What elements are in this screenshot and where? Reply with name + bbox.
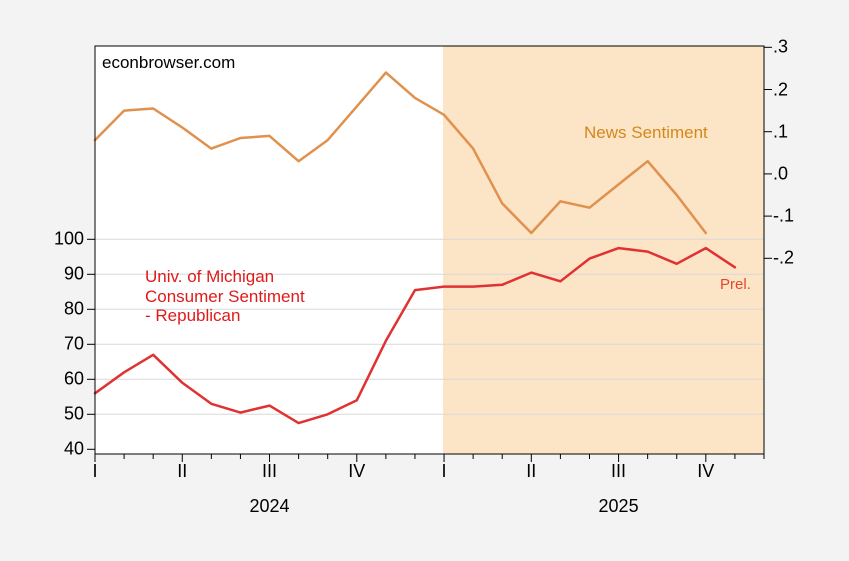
right-axis-tick-label: .2 bbox=[773, 79, 789, 99]
watermark-text: econbrowser.com bbox=[102, 53, 236, 72]
x-axis-quarter-label: I bbox=[92, 461, 98, 481]
left-axis-tick-label: 80 bbox=[63, 298, 84, 319]
x-axis-quarter-label: III bbox=[262, 461, 278, 481]
umich-sentiment-line bbox=[93, 246, 737, 425]
preliminary-note-label: Prel. bbox=[720, 276, 751, 293]
news-sentiment-line bbox=[93, 71, 708, 235]
x-axis-quarter-label: II bbox=[526, 461, 537, 481]
right-axis-tick-label: -.1 bbox=[773, 205, 795, 226]
left-axis-tick-label: 70 bbox=[63, 333, 84, 354]
x-axis-year-label: 2024 bbox=[249, 496, 290, 516]
right-axis-tick-label: .3 bbox=[773, 36, 789, 57]
umich-series-label-line1: Univ. of Michigan bbox=[145, 267, 275, 286]
umich-series-label: Univ. of Michigan Consumer Sentiment - R… bbox=[145, 267, 305, 326]
left-axis-tick-label: 40 bbox=[63, 438, 84, 459]
right-axis-tick-label: .0 bbox=[773, 163, 789, 184]
news-sentiment-series-label: News Sentiment bbox=[584, 123, 708, 142]
left-axis-tick-label: 100 bbox=[53, 228, 84, 249]
right-axis-tick-label: .1 bbox=[773, 121, 789, 142]
x-axis-quarter-label: II bbox=[177, 461, 188, 481]
left-axis-tick-label: 90 bbox=[63, 263, 84, 284]
x-axis-year-label: 2025 bbox=[598, 496, 639, 516]
umich-series-label-line2: Consumer Sentiment bbox=[145, 286, 305, 306]
left-axis-tick-label: 60 bbox=[63, 368, 84, 389]
right-axis-tick-label: -.2 bbox=[773, 247, 795, 268]
x-axis-quarter-label: III bbox=[611, 461, 627, 481]
shaded-region-2025 bbox=[443, 46, 764, 454]
umich-series-label-line3: - Republican bbox=[145, 306, 241, 325]
plot-border bbox=[94, 45, 765, 455]
x-axis-quarter-label: IV bbox=[697, 461, 715, 481]
x-axis-quarter-label: I bbox=[441, 461, 447, 481]
x-axis-quarter-label: IV bbox=[348, 461, 366, 481]
left-axis-tick-label: 50 bbox=[63, 403, 84, 424]
